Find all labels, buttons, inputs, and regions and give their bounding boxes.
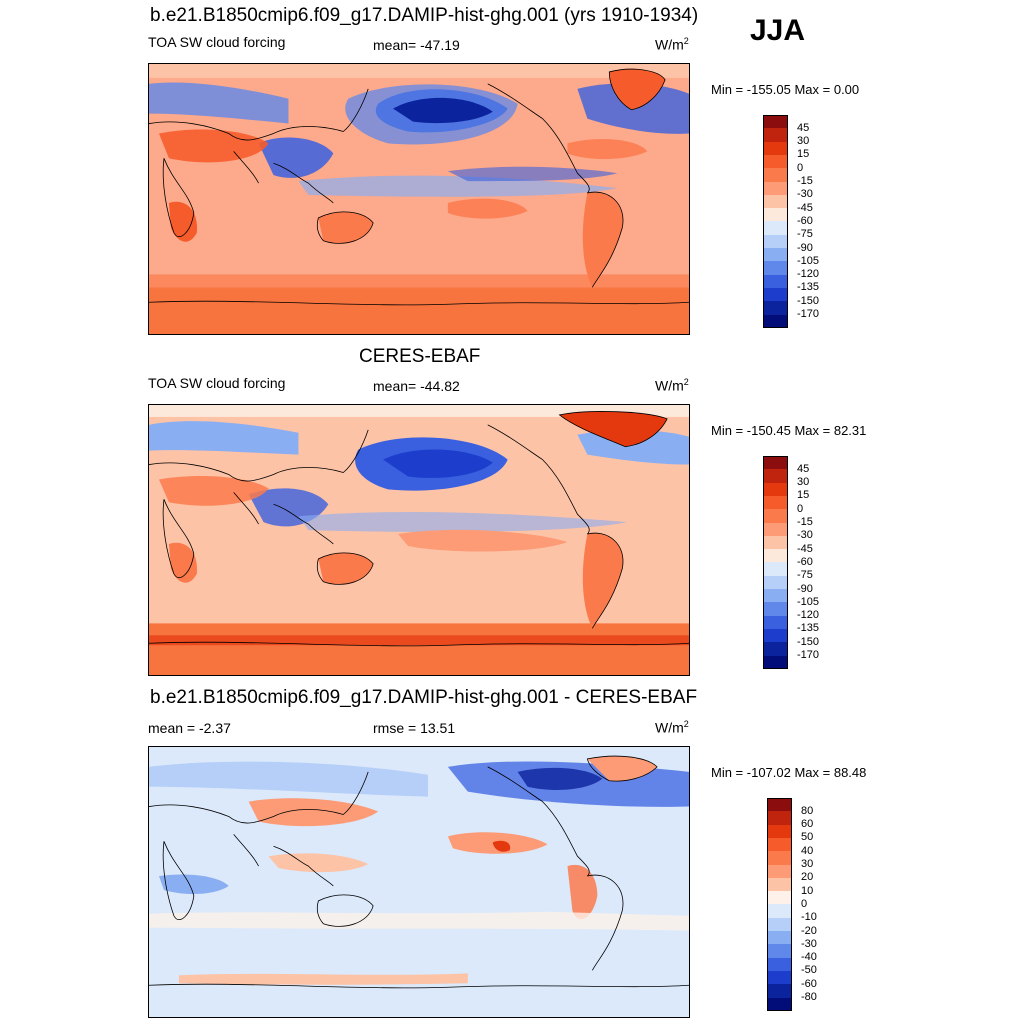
colorbar-label: 40: [801, 844, 814, 857]
colorbar-label: -135: [797, 281, 820, 294]
colorbar-label: -40: [801, 951, 817, 964]
colorbar-label: 30: [797, 135, 810, 148]
panel-1-left-label: TOA SW cloud forcing: [148, 34, 286, 50]
colorbar-label: -30: [797, 188, 813, 201]
colorbar-label: -15: [797, 516, 813, 528]
colorbar-label: 10: [801, 884, 814, 897]
colorbar-frame: [767, 798, 792, 1011]
panel-3-mean-label: mean = -2.37: [148, 720, 231, 736]
colorbar-label: -150: [797, 635, 820, 648]
colorbar-label: 0: [797, 161, 804, 174]
panel-1-title: b.e21.B1850cmip6.f09_g17.DAMIP-hist-ghg.…: [150, 5, 699, 26]
colorbar-label: -10: [801, 911, 817, 924]
colorbar-label: -20: [801, 924, 817, 937]
colorbar-label: 0: [797, 502, 804, 515]
panel-3-rmse-label: rmse = 13.51: [373, 720, 456, 736]
colorbar-label: -75: [797, 569, 813, 582]
season-label: JJA: [750, 14, 806, 47]
colorbar-label: -60: [797, 555, 813, 568]
colorbar-label: 15: [797, 148, 810, 161]
panel-1-map: [148, 63, 690, 335]
colorbar-label: -170: [797, 308, 820, 320]
colorbar-label: 20: [801, 871, 814, 884]
colorbar-label: -105: [797, 595, 820, 608]
panel-2-map: [148, 404, 690, 676]
colorbar-label: -45: [797, 201, 813, 214]
panel-2-unit: W/m2: [655, 377, 689, 394]
colorbar-label: 50: [801, 831, 814, 844]
panel-2-title: CERES-EBAF: [359, 346, 481, 367]
colorbar-label: -60: [801, 977, 817, 990]
colorbar-label: -120: [797, 609, 820, 622]
colorbar-label: -170: [797, 649, 820, 661]
colorbar-frame: [763, 456, 788, 669]
colorbar-label: -90: [797, 241, 813, 254]
colorbar-label: -80: [801, 991, 817, 1003]
colorbar-label: 0: [801, 897, 808, 910]
colorbar-label: 30: [801, 858, 814, 870]
panel-1-minmax: Min = -155.05 Max = 0.00: [711, 82, 860, 97]
colorbar-label: -60: [797, 214, 813, 227]
colorbar-label: -75: [797, 228, 813, 241]
colorbar-frame: [763, 115, 788, 328]
colorbar-label: -15: [797, 175, 813, 187]
colorbar-label: 15: [797, 489, 810, 502]
panel-2-minmax: Min = -150.45 Max = 82.31: [711, 423, 867, 438]
colorbar-label: 60: [801, 818, 814, 831]
colorbar-label: -90: [797, 582, 813, 595]
colorbar-label: -45: [797, 542, 813, 555]
colorbar-label: -30: [801, 937, 817, 950]
panel-3-map: [148, 746, 690, 1018]
colorbar-label: -50: [801, 964, 817, 977]
colorbar-label: 80: [801, 804, 814, 817]
panel-3-unit: W/m2: [655, 719, 689, 736]
colorbar-label: -30: [797, 529, 813, 542]
panel-2-left-label: TOA SW cloud forcing: [148, 375, 286, 391]
colorbar-label: -105: [797, 254, 820, 267]
colorbar-label: -120: [797, 268, 820, 281]
panel-3-minmax: Min = -107.02 Max = 88.48: [711, 765, 867, 780]
panel-2-mean-label: mean= -44.82: [373, 378, 460, 394]
panel-3-title: b.e21.B1850cmip6.f09_g17.DAMIP-hist-ghg.…: [150, 687, 698, 708]
panel-1-unit: W/m2: [655, 36, 689, 53]
colorbar-label: -150: [797, 294, 820, 307]
colorbar-label: 30: [797, 476, 810, 489]
colorbar-label: -135: [797, 622, 820, 635]
panel-1-mean-label: mean= -47.19: [373, 37, 460, 53]
colorbar-label: 45: [797, 462, 810, 475]
colorbar-label: 45: [797, 121, 810, 134]
